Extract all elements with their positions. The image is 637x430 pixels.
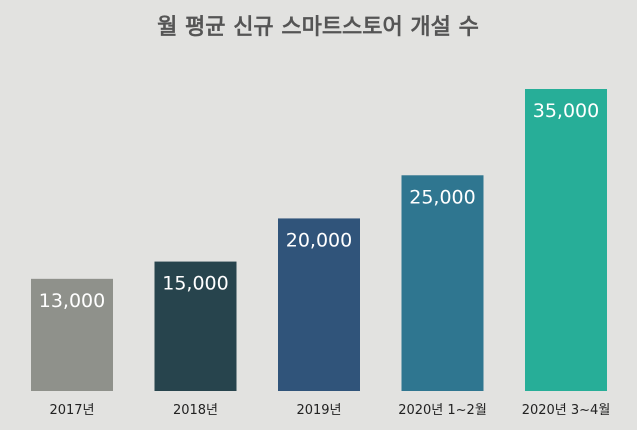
x-tick-label-5: 2020년 3~4월 [522, 403, 611, 418]
bar-1 [31, 278, 113, 391]
bar-2 [154, 261, 237, 391]
bar-4 [401, 175, 484, 391]
bar-value-label-4: 25,000 [409, 186, 475, 208]
x-tick-label-2: 2018년 [173, 403, 218, 418]
bar-value-label-2: 15,000 [162, 273, 228, 295]
bar-value-label-5: 35,000 [533, 100, 599, 122]
bars: 13,000 2017년 15,000 2018년 20,000 2019년 25,000 2… [31, 89, 610, 418]
bar-value-label-1: 13,000 [39, 290, 105, 312]
bar-value-label-3: 20,000 [286, 229, 352, 251]
x-tick-label-4: 2020년 1~2월 [398, 403, 487, 418]
bar-3 [278, 218, 360, 391]
chart-title: 월 평균 신규 스마트스토어 개설 수 [157, 15, 479, 40]
bar-5 [525, 89, 607, 391]
x-tick-label-3: 2019년 [296, 403, 341, 418]
x-tick-label-1: 2017년 [49, 403, 94, 418]
